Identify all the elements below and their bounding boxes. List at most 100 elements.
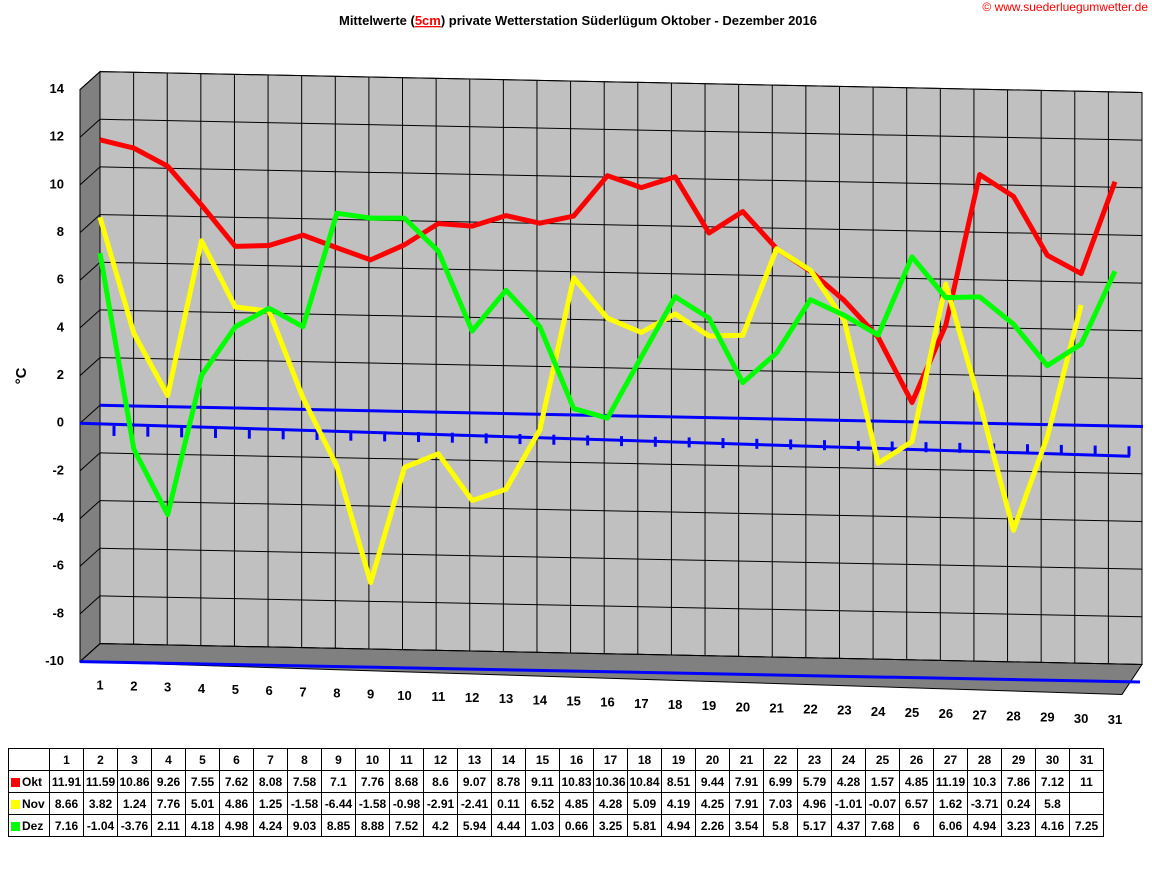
- value-cell: 11.91: [49, 770, 84, 793]
- value-cell: 5.17: [797, 814, 832, 837]
- y-axis-label: °C: [13, 367, 30, 384]
- value-cell: 5.8: [1035, 792, 1070, 815]
- y-tick-label: -2: [52, 462, 64, 477]
- value-cell: 0.66: [559, 814, 594, 837]
- grid-line: [99, 643, 1143, 665]
- title-part: ) private Wetterstation Süderlügum Oktob…: [441, 13, 817, 28]
- value-cell: -2.91: [423, 792, 458, 815]
- header-cell: 1: [49, 748, 84, 771]
- legend-swatch: [11, 821, 20, 831]
- y-tick-label: 6: [57, 272, 64, 287]
- x-tick-label: 14: [533, 692, 548, 707]
- grid-line: [99, 500, 1143, 522]
- header-cell: 26: [899, 748, 934, 771]
- side-grid-line: [79, 166, 101, 186]
- series-label: Nov: [8, 792, 50, 815]
- side-grid-line: [79, 214, 101, 233]
- header-cell: 27: [933, 748, 968, 771]
- x-tick-label: 27: [972, 707, 986, 722]
- header-cell: 20: [695, 748, 730, 771]
- grid-line: [99, 547, 1143, 570]
- header-cell: 15: [525, 748, 560, 771]
- value-cell: 4.98: [219, 814, 254, 837]
- x-tick-label: 1: [96, 677, 103, 692]
- value-cell: 7.25: [1069, 814, 1104, 837]
- value-cell: 8.6: [423, 770, 458, 793]
- grid-line: [99, 118, 1143, 141]
- x-tick-label: 28: [1006, 708, 1020, 723]
- x-tick-label: 11: [431, 689, 445, 704]
- legend-label: Dez: [22, 818, 44, 833]
- value-cell: 4.44: [491, 814, 526, 837]
- grid-line: [99, 452, 1143, 475]
- x-tick-label: 7: [299, 684, 306, 699]
- series-row: Dez 7.16 -1.04 -3.76 2.11 4.18 4.98 4.24 9.03 8.8…: [8, 814, 1104, 837]
- value-cell: 10.36: [593, 770, 628, 793]
- value-cell: -1.58: [287, 792, 322, 815]
- value-cell: -0.07: [865, 792, 900, 815]
- value-cell: 3.82: [83, 792, 118, 815]
- grid-line: [99, 71, 1143, 93]
- x-tick-label: 20: [736, 699, 750, 714]
- value-cell: 3.54: [729, 814, 764, 837]
- x-tick-label: 22: [803, 702, 817, 717]
- x-tick-label: 21: [769, 700, 783, 715]
- x-tick-label: 25: [905, 705, 919, 720]
- value-cell: 6.57: [899, 792, 934, 815]
- value-cell: -2.41: [457, 792, 492, 815]
- x-tick-label: 13: [499, 691, 513, 706]
- value-cell: 5.81: [627, 814, 662, 837]
- x-tick-label: 9: [367, 687, 374, 702]
- value-cell: -3.76: [117, 814, 152, 837]
- value-cell: 6.52: [525, 792, 560, 815]
- value-cell: -1.58: [355, 792, 390, 815]
- value-cell: 0.24: [1001, 792, 1036, 815]
- value-cell: 11: [1069, 770, 1104, 793]
- value-cell: 8.85: [321, 814, 356, 837]
- value-cell: 7.62: [219, 770, 254, 793]
- value-cell: [1069, 792, 1104, 815]
- header-cell: 6: [219, 748, 254, 771]
- grid-line: [99, 357, 1143, 379]
- value-cell: 7.76: [355, 770, 390, 793]
- header-cell: 9: [321, 748, 356, 771]
- value-cell: 11.59: [83, 770, 118, 793]
- header-cell: 12: [423, 748, 458, 771]
- side-grid-line: [79, 595, 101, 615]
- grid-line: [99, 261, 1143, 284]
- value-cell: 9.03: [287, 814, 322, 837]
- value-cell: 6: [899, 814, 934, 837]
- value-cell: 10.86: [117, 770, 152, 793]
- value-cell: 4.25: [695, 792, 730, 815]
- value-cell: 5.94: [457, 814, 492, 837]
- value-cell: 5.01: [185, 792, 220, 815]
- header-cell: 23: [797, 748, 832, 771]
- value-cell: 7.55: [185, 770, 220, 793]
- y-tick-label: -6: [52, 558, 64, 573]
- side-grid-line: [79, 500, 101, 519]
- y-tick-label: -4: [52, 510, 64, 525]
- value-cell: 7.68: [865, 814, 900, 837]
- side-grid-line: [79, 357, 101, 376]
- value-cell: 7.52: [389, 814, 424, 837]
- header-cell: 5: [185, 748, 220, 771]
- value-cell: 8.68: [389, 770, 424, 793]
- value-cell: 1.03: [525, 814, 560, 837]
- value-cell: 4.2: [423, 814, 458, 837]
- value-cell: 10.84: [627, 770, 662, 793]
- x-tick-label: 29: [1040, 710, 1054, 725]
- value-cell: 11.19: [933, 770, 968, 793]
- value-cell: 9.07: [457, 770, 492, 793]
- value-cell: 7.1: [321, 770, 356, 793]
- value-cell: 7.16: [49, 814, 84, 837]
- chart: Mittelwerte (5cm) private Wetterstation …: [13, 0, 1148, 727]
- value-cell: 8.08: [253, 770, 288, 793]
- series-label: Okt: [8, 770, 50, 793]
- series-label: Dez: [8, 814, 50, 837]
- x-tick-label: 5: [232, 682, 239, 697]
- header-cell: 13: [457, 748, 492, 771]
- header-cell: 30: [1035, 748, 1070, 771]
- side-grid-line: [79, 118, 101, 138]
- legend-swatch: [11, 777, 20, 787]
